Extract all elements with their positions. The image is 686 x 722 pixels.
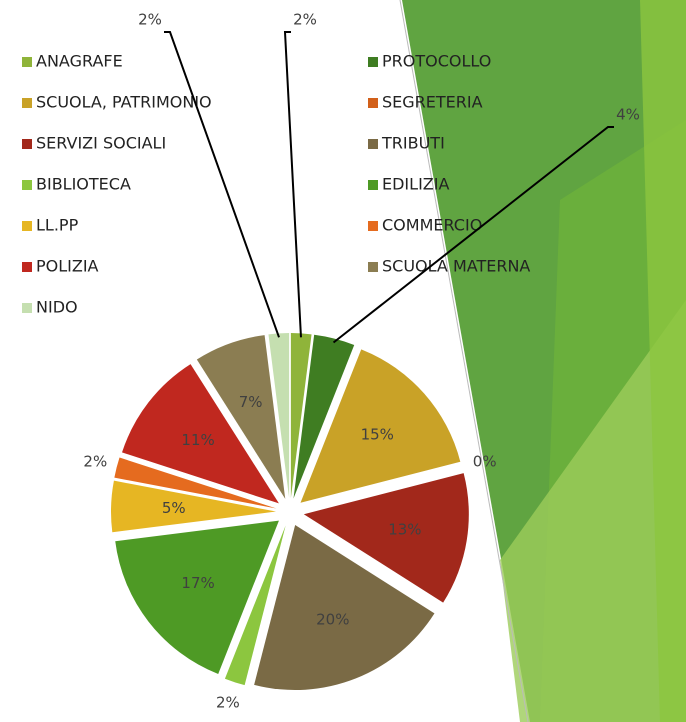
data-label: 15% (361, 426, 394, 444)
legend-swatch (368, 180, 378, 190)
legend-label: SCUOLA MATERNA (382, 257, 530, 276)
data-label: 2% (216, 694, 240, 712)
legend-swatch (22, 303, 32, 313)
data-label: 0% (473, 453, 497, 471)
legend-label: ANAGRAFE (36, 52, 123, 71)
legend-swatch (22, 221, 32, 231)
legend-swatch (368, 221, 378, 231)
legend-label: LL.PP (36, 216, 79, 235)
data-label: 2% (293, 11, 317, 29)
legend-label: BIBLIOTECA (36, 175, 131, 194)
legend-label: SERVIZI SOCIALI (36, 134, 166, 153)
data-label: 2% (138, 11, 162, 29)
leader-line (285, 32, 301, 337)
data-label: 13% (388, 521, 421, 539)
legend-swatch (22, 98, 32, 108)
legend-swatch (22, 180, 32, 190)
legend-swatch (22, 139, 32, 149)
data-label: 20% (316, 611, 349, 629)
legend-label: EDILIZIA (382, 175, 449, 194)
data-label: 17% (181, 574, 214, 592)
legend-label: TRIBUTI (381, 134, 445, 153)
data-label: 4% (616, 106, 640, 124)
legend-swatch (368, 98, 378, 108)
legend-swatch (368, 262, 378, 272)
data-label: 2% (83, 453, 107, 471)
legend-swatch (22, 57, 32, 67)
pie-slice (115, 521, 279, 674)
leader-line (164, 32, 279, 337)
legend-label: NIDO (36, 298, 78, 317)
legend-label: SEGRETERIA (382, 93, 483, 112)
slide: ANAGRAFE PROTOCOLLO SCUOLA, PATRIMONIO SEGR… (0, 0, 686, 722)
legend-swatch (368, 139, 378, 149)
data-label: 7% (239, 393, 263, 411)
legend-label: POLIZIA (36, 257, 99, 276)
data-label: 5% (162, 499, 186, 517)
data-label: 11% (181, 431, 214, 449)
legend-swatch (368, 57, 378, 67)
legend-label: SCUOLA, PATRIMONIO (36, 93, 212, 112)
legend-label: PROTOCOLLO (382, 52, 491, 71)
legend-label: COMMERCIO (382, 216, 482, 235)
legend-swatch (22, 262, 32, 272)
